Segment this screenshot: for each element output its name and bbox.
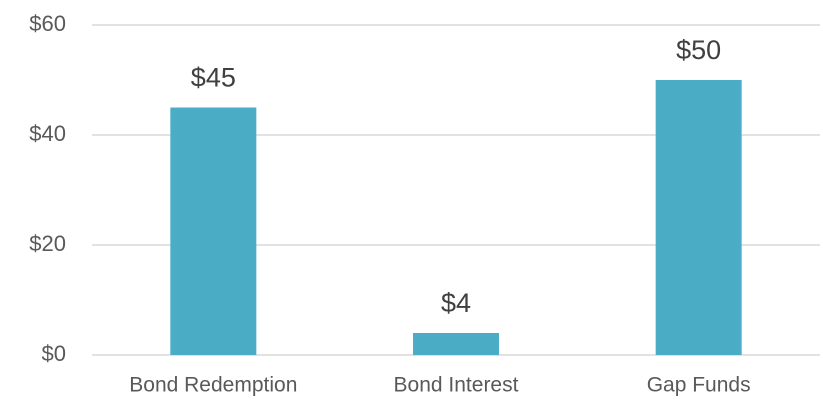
x-tick-label: Bond Redemption (129, 374, 297, 397)
bar (413, 333, 499, 355)
data-label: $50 (676, 35, 721, 65)
y-tick-label: $40 (29, 121, 66, 146)
y-tick-label: $60 (29, 11, 66, 36)
y-tick-label: $0 (42, 341, 66, 366)
data-label: $45 (191, 63, 236, 93)
bar (170, 107, 257, 355)
data-label: $4 (441, 288, 471, 318)
y-tick-label: $20 (29, 231, 66, 256)
bar (655, 80, 742, 355)
x-tick-label: Gap Funds (647, 374, 751, 397)
x-tick-label: Bond Interest (394, 374, 519, 397)
